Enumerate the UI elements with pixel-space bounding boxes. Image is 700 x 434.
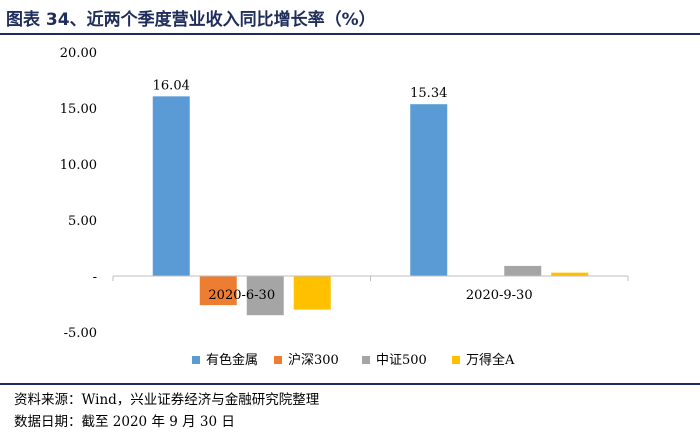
bar-0-0	[152, 96, 190, 276]
category-label: 2020-6-30	[208, 288, 275, 303]
title-divider	[0, 33, 700, 35]
bar-1-0	[410, 104, 448, 276]
source-note: 资料来源：Wind，兴业证券经济与金融研究院整理	[14, 392, 320, 408]
bar-1-3	[551, 272, 589, 276]
bar-1-2	[504, 265, 542, 276]
legend-swatch	[362, 356, 370, 364]
y-tick-label: 20.00	[60, 46, 97, 61]
y-tick-label: 15.00	[60, 102, 97, 117]
bar-0-1	[199, 276, 237, 306]
footer-divider	[0, 383, 700, 385]
chart-canvas: 20.00 15.00 10.00 5.00 - -5.00 16.04 2020-6-30 1…	[60, 46, 629, 368]
page-title: 图表 34、近两个季度营业收入同比增长率（%）	[6, 10, 376, 30]
legend-swatch	[274, 356, 282, 364]
legend-label: 沪深300	[288, 352, 339, 368]
legend-swatch	[452, 356, 460, 364]
bar-0-2	[246, 276, 284, 316]
data-label: 16.04	[153, 78, 190, 93]
data-label: 15.34	[410, 86, 447, 101]
legend-label: 万得全A	[466, 352, 515, 368]
legend-label: 有色金属	[206, 352, 258, 368]
legend-swatch	[192, 356, 200, 364]
legend-label: 中证500	[376, 353, 427, 368]
title-bar: 图表 34、近两个季度营业收入同比增长率（%）	[0, 0, 700, 35]
y-tick-label: 5.00	[68, 214, 97, 229]
y-tick-label: 10.00	[60, 158, 97, 173]
data-date-note: 数据日期：截至 2020 年 9 月 30 日	[14, 414, 235, 430]
category-label: 2020-9-30	[466, 288, 533, 303]
bar-0-3	[293, 276, 331, 310]
y-tick-label: -	[93, 270, 97, 285]
y-tick-label: -5.00	[64, 326, 97, 341]
bar-chart: 20.00 15.00 10.00 5.00 - -5.00 16.04 2020-6-30 1…	[0, 36, 700, 381]
